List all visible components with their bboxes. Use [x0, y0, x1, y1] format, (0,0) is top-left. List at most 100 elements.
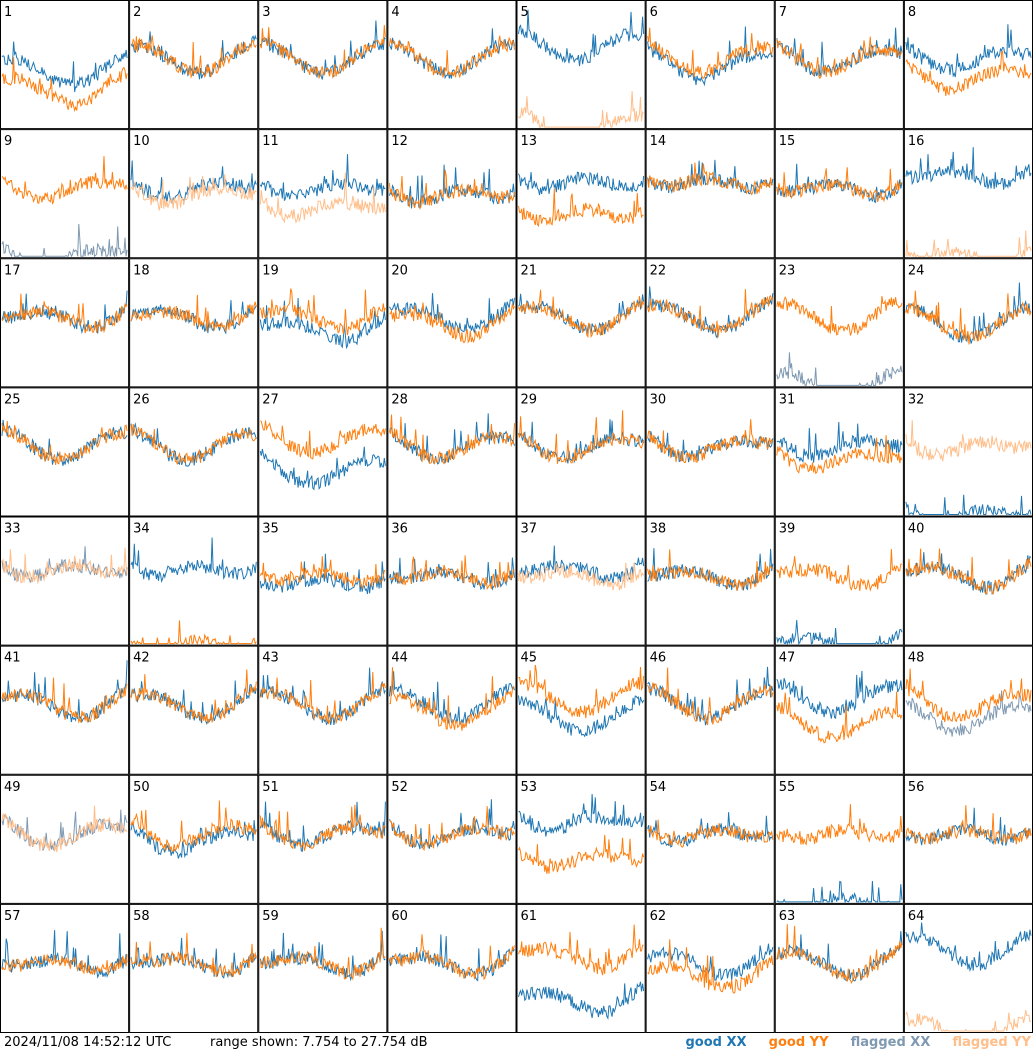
timestamp: 2024/11/08 14:52:12 UTC	[4, 1035, 172, 1050]
panel-31: 31	[774, 387, 904, 517]
legend-flagged-xx: flagged XX	[850, 1035, 931, 1050]
panel-54: 54	[645, 774, 775, 904]
series-yy-49	[1, 805, 128, 852]
panel-label-6: 6	[650, 5, 658, 20]
panel-label-64: 64	[908, 909, 925, 924]
series-yy-6	[647, 27, 774, 79]
panel-59: 59	[258, 903, 388, 1033]
panel-50: 50	[129, 774, 259, 904]
panel-frame	[258, 774, 388, 904]
series-xx-7	[776, 27, 903, 77]
panel-frame	[516, 387, 646, 517]
series-xx-29	[518, 419, 645, 464]
series-xx-53	[518, 793, 645, 837]
panel-30: 30	[645, 387, 775, 517]
series-yy-59	[259, 927, 386, 981]
series-xx-56	[905, 807, 1032, 847]
panel-63: 63	[774, 903, 904, 1033]
panel-label-8: 8	[908, 5, 916, 20]
series-yy-2	[131, 35, 257, 79]
series-xx-19	[259, 297, 386, 350]
panel-label-38: 38	[650, 522, 667, 537]
panel-frame	[387, 645, 517, 775]
panel-10: 10	[129, 129, 259, 259]
panel-label-3: 3	[262, 5, 270, 20]
series-xx-47	[776, 670, 903, 720]
series-xx-27	[259, 446, 386, 491]
panel-43: 43	[258, 645, 388, 775]
panel-frame	[387, 0, 517, 130]
panel-24: 24	[903, 258, 1033, 388]
series-xx-12	[388, 164, 515, 209]
series-yy-31	[776, 435, 903, 475]
panel-9: 9	[0, 129, 130, 259]
panel-57: 57	[0, 903, 130, 1033]
panel-label-36: 36	[391, 522, 408, 537]
panel-frame	[258, 903, 388, 1033]
panel-label-52: 52	[391, 780, 408, 795]
series-xx-6	[647, 26, 774, 87]
panel-60: 60	[387, 903, 517, 1033]
panel-frame	[129, 516, 259, 646]
series-yy-30	[647, 419, 774, 464]
legend: good XX good YY flagged XX flagged YY	[667, 1035, 1031, 1050]
panel-frame	[774, 0, 904, 130]
series-xx-52	[388, 799, 515, 850]
panel-label-44: 44	[391, 651, 408, 666]
panel-label-60: 60	[391, 909, 408, 924]
panel-frame	[645, 258, 775, 388]
panel-32: 32	[903, 387, 1033, 517]
panel-27: 27	[258, 387, 388, 517]
series-yy-34	[130, 620, 257, 646]
panel-4: 4	[387, 0, 517, 130]
panel-frame	[774, 258, 904, 388]
panel-36: 36	[387, 516, 517, 646]
series-xx-58	[130, 937, 257, 979]
panel-53: 53	[516, 774, 646, 904]
panel-label-55: 55	[779, 780, 796, 795]
panel-frame	[774, 903, 904, 1033]
series-yy-15	[776, 167, 903, 203]
series-xx-21	[518, 293, 645, 336]
series-xx-45	[518, 695, 645, 738]
panel-1: 1	[0, 0, 130, 130]
series-yy-57	[1, 953, 128, 976]
panel-frame	[645, 774, 775, 904]
series-yy-18	[130, 294, 257, 332]
series-xx-28	[389, 413, 515, 465]
panel-frame	[129, 387, 259, 517]
panel-49: 49	[0, 774, 130, 904]
series-yy-25	[1, 420, 128, 465]
panel-13: 13	[516, 129, 646, 259]
panel-label-59: 59	[262, 909, 279, 924]
panel-39: 39	[774, 516, 904, 646]
series-yy-39	[776, 548, 902, 592]
panel-frame	[645, 645, 775, 775]
panel-5: 5	[516, 0, 646, 130]
panel-2: 2	[129, 0, 259, 130]
panel-18: 18	[129, 258, 259, 388]
series-xx-18	[130, 300, 257, 335]
panel-label-4: 4	[391, 5, 399, 20]
series-yy-24	[905, 290, 1032, 345]
series-yy-56	[905, 805, 1032, 845]
panel-label-1: 1	[4, 5, 12, 20]
panel-label-21: 21	[521, 263, 538, 278]
panel-frame	[387, 129, 517, 259]
panel-35: 35	[258, 516, 388, 646]
series-xx-23	[776, 352, 903, 387]
series-yy-20	[389, 302, 515, 344]
panel-label-11: 11	[262, 134, 279, 149]
panel-12: 12	[387, 129, 517, 259]
panel-frame	[129, 129, 259, 259]
panel-17: 17	[0, 258, 130, 388]
panel-23: 23	[774, 258, 904, 388]
series-xx-4	[388, 28, 515, 80]
series-xx-59	[259, 930, 386, 982]
panel-62: 62	[645, 903, 775, 1033]
series-xx-34	[130, 537, 257, 584]
panel-frame	[129, 0, 259, 130]
series-yy-12	[388, 169, 515, 210]
panel-label-34: 34	[133, 522, 150, 537]
series-yy-58	[130, 932, 257, 978]
